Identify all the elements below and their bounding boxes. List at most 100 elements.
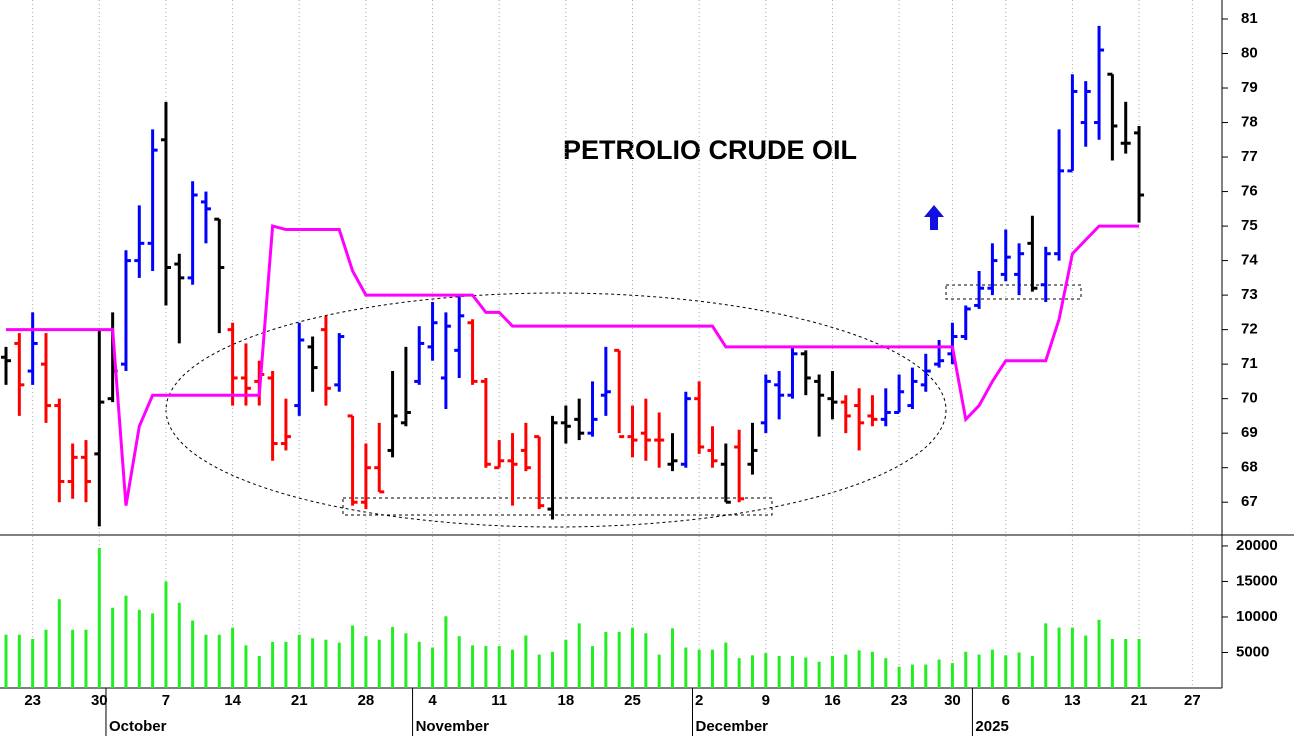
volume-bar [551, 651, 555, 688]
volume-bar [657, 654, 661, 688]
volume-bar [404, 633, 408, 688]
volume-bar [697, 649, 701, 688]
breakout-box [945, 284, 1082, 300]
volume-bar [271, 641, 275, 688]
y-tick-label: 80 [1241, 44, 1258, 61]
volume-bar [177, 602, 181, 688]
volume-bar [444, 616, 448, 688]
x-tick-label: 14 [224, 692, 241, 709]
volume-bar [777, 656, 781, 688]
x-tick-label: 23 [24, 692, 41, 709]
x-tick-label: 30 [944, 692, 961, 709]
volume-bar [44, 629, 48, 688]
volume-bar [817, 661, 821, 688]
volume-bar [857, 650, 861, 688]
volume-bar [337, 642, 341, 688]
volume-bar [631, 627, 635, 688]
up-arrow [924, 205, 944, 230]
volume-bar [1030, 656, 1034, 688]
volume-bar [311, 638, 315, 688]
stop-line [6, 224, 1140, 506]
y-tick-label: 71 [1241, 355, 1258, 372]
volume-bar [137, 609, 141, 688]
month-label: October [109, 718, 167, 735]
volume-bar [457, 636, 461, 688]
volume-bar [191, 620, 195, 688]
month-label: 2025 [975, 718, 1008, 735]
y-tick-label: 74 [1241, 252, 1258, 269]
volume-bar [417, 641, 421, 688]
volume-bar [71, 629, 75, 688]
volume-bar [937, 659, 941, 688]
volume-bar [977, 654, 981, 688]
volume-bar [1017, 652, 1021, 688]
month-label: December [695, 718, 768, 735]
volume-bar [244, 645, 248, 688]
volume-bar [391, 626, 395, 688]
month-label: November [416, 718, 490, 735]
volume-bar [351, 625, 355, 688]
volume-bar [790, 656, 794, 688]
x-tick-label: 21 [1131, 692, 1148, 709]
y-tick-label: 15000 [1236, 572, 1278, 589]
y-tick-label: 20000 [1236, 537, 1278, 554]
volume-bar [884, 658, 888, 688]
x-tick-label: 28 [358, 692, 375, 709]
x-tick-label: 7 [162, 692, 170, 709]
x-tick-label: 2 [695, 692, 703, 709]
x-tick-label: 9 [762, 692, 770, 709]
volume-bar [364, 636, 368, 688]
volume-bar [257, 656, 261, 688]
volume-bar [1070, 627, 1074, 688]
range-ellipse [165, 292, 947, 528]
volume-bar [164, 581, 168, 688]
volume-bar [537, 654, 541, 688]
y-tick-label: 81 [1241, 10, 1258, 27]
y-tick-label: 73 [1241, 286, 1258, 303]
volume-bar [724, 642, 728, 688]
volume-bar [524, 635, 528, 688]
volume-bar [764, 653, 768, 688]
volume-bar [924, 664, 928, 688]
volume-bar [604, 631, 608, 688]
volume-bar [511, 649, 515, 688]
volume-bar [1137, 638, 1141, 688]
support-box [342, 497, 773, 516]
volume-bar [4, 634, 8, 688]
x-tick-label: 27 [1184, 692, 1201, 709]
chart-title: PETROLIO CRUDE OIL [563, 135, 857, 165]
volume-bar [990, 649, 994, 688]
y-tick-label: 5000 [1236, 643, 1269, 660]
volume-bar [1124, 638, 1128, 688]
y-tick-label: 10000 [1236, 608, 1278, 625]
volume-bar [471, 645, 475, 688]
volume-bar [231, 627, 235, 688]
x-tick-label: 18 [558, 692, 575, 709]
volume-bar [1084, 635, 1088, 688]
volume-bar [671, 628, 674, 688]
volume-bar [1004, 655, 1008, 688]
volume-bar [1110, 638, 1114, 688]
x-tick-label: 6 [1002, 692, 1010, 709]
volume-bar [830, 656, 834, 688]
volume-bar [111, 607, 115, 688]
x-tick-label: 13 [1064, 692, 1081, 709]
volume-bar [591, 646, 595, 688]
volume-bar [484, 646, 488, 688]
volume-bar [684, 647, 688, 688]
volume-bar [124, 595, 128, 688]
volume-bar [844, 654, 848, 688]
volume-bar [950, 663, 954, 688]
y-tick-label: 67 [1241, 493, 1258, 510]
volume-bar [497, 646, 501, 688]
volume-bar [1057, 627, 1061, 688]
volume-bar [564, 639, 568, 688]
y-tick-label: 68 [1241, 459, 1258, 476]
x-tick-label: 30 [91, 692, 108, 709]
volume-bar [644, 633, 648, 688]
x-tick-label: 21 [291, 692, 308, 709]
y-tick-label: 77 [1241, 148, 1258, 165]
y-tick-label: 78 [1241, 114, 1258, 131]
